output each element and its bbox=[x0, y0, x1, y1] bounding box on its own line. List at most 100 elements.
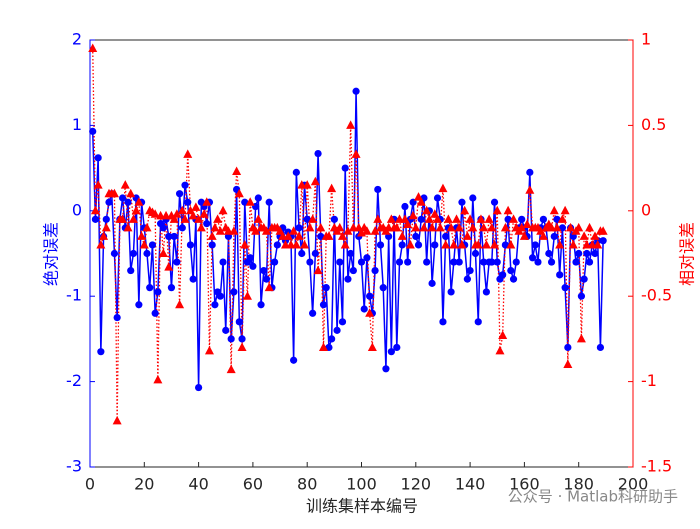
point-marker bbox=[94, 154, 102, 162]
point-marker bbox=[173, 258, 181, 266]
point-marker bbox=[490, 198, 499, 206]
triangle-marker bbox=[465, 214, 475, 223]
point-marker bbox=[439, 318, 447, 326]
triangle-marker bbox=[419, 222, 429, 232]
point-marker bbox=[528, 254, 537, 262]
triangle-marker bbox=[446, 222, 456, 232]
triangle-marker bbox=[386, 214, 396, 223]
x-tick-label: 100 bbox=[346, 475, 377, 494]
point-marker bbox=[417, 215, 425, 223]
point-marker bbox=[129, 249, 138, 258]
point-marker bbox=[357, 258, 366, 266]
triangle-marker bbox=[495, 345, 505, 355]
triangle-marker bbox=[240, 239, 250, 249]
triangle-marker bbox=[579, 231, 589, 240]
y-axis-label: 绝对误差 bbox=[42, 222, 61, 286]
point-marker bbox=[89, 127, 97, 135]
point-marker bbox=[262, 275, 271, 283]
point-marker bbox=[382, 365, 390, 373]
point-marker bbox=[463, 275, 471, 283]
point-marker bbox=[404, 258, 412, 266]
triangle-marker bbox=[340, 239, 350, 249]
triangle-marker bbox=[452, 214, 462, 223]
triangle-marker bbox=[299, 239, 309, 249]
point-marker bbox=[395, 258, 404, 266]
triangle-marker bbox=[454, 222, 464, 232]
point-marker bbox=[91, 215, 100, 223]
triangle-marker bbox=[99, 231, 109, 240]
triangle-marker bbox=[213, 214, 223, 223]
point-marker bbox=[433, 194, 442, 202]
triangle-marker bbox=[245, 197, 255, 206]
point-marker bbox=[450, 258, 458, 266]
triangle-marker bbox=[318, 342, 328, 351]
point-marker bbox=[387, 348, 395, 356]
triangle-marker bbox=[88, 43, 98, 53]
point-marker bbox=[539, 215, 548, 223]
point-marker bbox=[512, 258, 520, 266]
triangle-marker bbox=[373, 214, 383, 223]
y-tick-label: 2 bbox=[72, 30, 82, 49]
triangle-marker bbox=[327, 183, 337, 193]
x-tick-label: 40 bbox=[188, 475, 208, 494]
triangle-marker bbox=[218, 205, 228, 215]
triangle-marker bbox=[509, 214, 519, 223]
triangle-marker bbox=[422, 205, 432, 215]
point-marker bbox=[518, 215, 526, 223]
triangle-marker bbox=[153, 374, 163, 384]
point-marker bbox=[227, 335, 235, 343]
x-tick-label: 20 bbox=[134, 475, 154, 494]
triangle-marker bbox=[416, 197, 426, 206]
point-marker bbox=[501, 241, 509, 249]
point-marker bbox=[558, 224, 567, 232]
point-marker bbox=[338, 318, 347, 326]
triangle-marker bbox=[210, 222, 220, 232]
point-marker bbox=[148, 241, 157, 249]
triangle-marker bbox=[335, 222, 345, 232]
point-marker bbox=[151, 309, 159, 317]
point-marker bbox=[336, 258, 344, 266]
triangle-marker bbox=[134, 197, 144, 206]
triangle-marker bbox=[158, 248, 168, 257]
triangle-marker bbox=[568, 239, 578, 249]
triangle-marker bbox=[169, 214, 179, 223]
point-marker bbox=[165, 232, 173, 241]
triangle-marker bbox=[484, 214, 494, 223]
point-marker bbox=[572, 258, 580, 266]
triangle-marker bbox=[112, 415, 122, 425]
triangle-marker bbox=[177, 205, 187, 215]
triangle-marker bbox=[242, 291, 252, 300]
x-tick-label: 200 bbox=[618, 475, 649, 494]
triangle-marker bbox=[598, 226, 608, 235]
triangle-marker bbox=[362, 226, 372, 235]
point-marker bbox=[374, 185, 382, 194]
point-marker bbox=[455, 258, 463, 266]
y-tick-label: 1 bbox=[72, 115, 82, 134]
triangle-marker bbox=[479, 222, 489, 232]
point-marker bbox=[447, 288, 455, 296]
triangle-marker bbox=[403, 219, 413, 228]
point-marker bbox=[290, 356, 298, 364]
point-marker bbox=[306, 258, 314, 266]
triangle-marker bbox=[123, 222, 133, 232]
point-marker bbox=[143, 249, 151, 258]
point-marker bbox=[328, 335, 336, 343]
triangle-marker bbox=[346, 120, 356, 129]
triangle-marker bbox=[522, 219, 532, 228]
point-marker bbox=[211, 301, 219, 309]
triangle-marker bbox=[590, 231, 600, 240]
triangle-marker bbox=[310, 176, 320, 186]
point-marker bbox=[298, 249, 306, 258]
watermark: 公众号 · Matlab科研助手 bbox=[508, 488, 678, 506]
triangle-marker bbox=[473, 239, 483, 249]
y-tick-label: -3 bbox=[66, 457, 82, 476]
point-marker bbox=[534, 258, 542, 266]
triangle-marker bbox=[150, 209, 160, 218]
triangle-marker bbox=[490, 239, 500, 249]
point-marker bbox=[186, 241, 195, 249]
triangle-marker bbox=[457, 239, 467, 249]
point-marker bbox=[363, 254, 371, 262]
point-marker bbox=[499, 271, 507, 279]
triangle-marker bbox=[204, 345, 214, 355]
point-marker bbox=[203, 220, 211, 228]
